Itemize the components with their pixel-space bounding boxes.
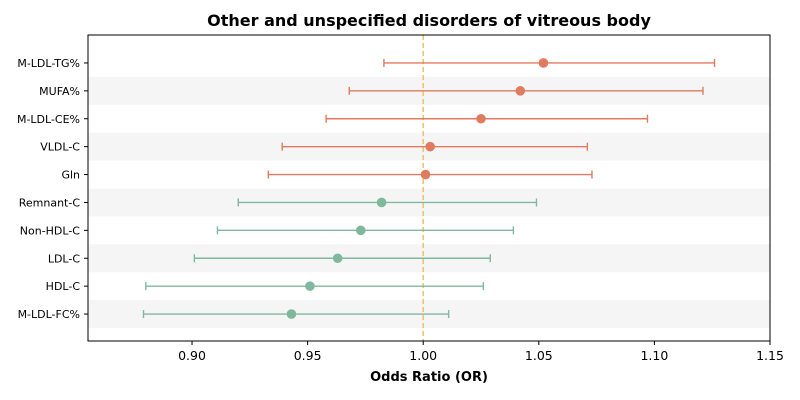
y-tick-label: M-LDL-TG% bbox=[17, 57, 80, 70]
x-tick-label: 0.90 bbox=[178, 348, 206, 363]
y-axis: M-LDL-TG% MUFA% M-LDL-CE% VLDL-C Gln Remnant-… bbox=[17, 57, 88, 321]
y-tick-label: HDL-C bbox=[46, 280, 81, 293]
or-point bbox=[420, 169, 431, 180]
y-tick-label: VLDL-C bbox=[40, 141, 80, 154]
forest-row bbox=[325, 113, 649, 124]
or-point bbox=[515, 86, 526, 96]
y-tick-label: M-LDL-CE% bbox=[17, 113, 80, 126]
y-tick-label: Non-HDL-C bbox=[20, 224, 81, 237]
plot-frame bbox=[87, 34, 771, 342]
y-tick-label: LDL-C bbox=[48, 252, 81, 265]
or-point bbox=[356, 225, 366, 236]
or-point bbox=[476, 113, 486, 124]
x-tick-label: 1.10 bbox=[640, 348, 668, 363]
or-point bbox=[538, 58, 549, 68]
x-tick-label: 1.15 bbox=[756, 348, 784, 363]
y-tick-label: Gln bbox=[61, 169, 80, 182]
forest-row bbox=[383, 58, 716, 68]
x-axis-label: Odds Ratio (OR) bbox=[370, 370, 488, 385]
forest-row bbox=[193, 253, 491, 264]
forest-row bbox=[281, 141, 589, 152]
y-tick-label: MUFA% bbox=[39, 85, 80, 98]
y-tick-label: Remnant-C bbox=[19, 196, 81, 209]
x-tick-label: 0.95 bbox=[294, 348, 322, 363]
chart-title: Other and unspecified disorders of vitre… bbox=[207, 11, 651, 30]
forest-row bbox=[145, 281, 485, 291]
x-axis: 0.90 0.95 1.00 1.05 1.10 1.15 bbox=[178, 341, 784, 363]
forest-row bbox=[267, 169, 593, 180]
y-tick-label: M-LDL-FC% bbox=[18, 308, 80, 321]
or-point bbox=[332, 253, 343, 264]
or-point bbox=[376, 197, 387, 208]
x-tick-label: 1.00 bbox=[409, 348, 437, 363]
or-point bbox=[425, 141, 435, 152]
or-point bbox=[286, 309, 297, 319]
or-point bbox=[305, 281, 315, 291]
data-rows bbox=[142, 58, 716, 319]
x-tick-label: 1.05 bbox=[525, 348, 553, 363]
forest-row bbox=[348, 86, 704, 96]
forest-row bbox=[142, 309, 450, 319]
forest-row bbox=[237, 197, 538, 208]
forest-row bbox=[216, 225, 515, 236]
